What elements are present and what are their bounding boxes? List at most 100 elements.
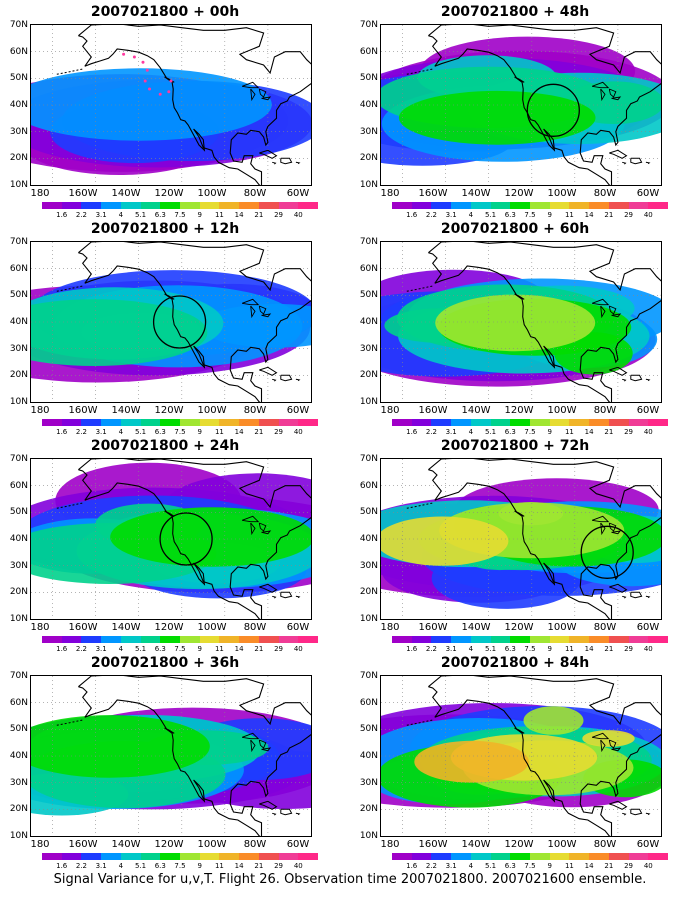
lon-tick-label: 180 <box>30 405 50 416</box>
colorbar-label: 11 <box>564 862 574 870</box>
colorbar-swatch <box>61 202 82 209</box>
colorbar-label: 6.3 <box>154 211 166 219</box>
colorbar-label: 29 <box>274 645 284 653</box>
lon-tick-label: 160W <box>418 188 448 199</box>
lon-tick-label: 120W <box>154 622 184 633</box>
colorbar <box>392 853 669 860</box>
colorbar-swatch <box>258 853 279 860</box>
colorbar-swatch <box>278 636 299 643</box>
colorbar-swatch <box>490 636 511 643</box>
colorbar-label: 21 <box>254 428 264 436</box>
colorbar-swatch <box>219 636 240 643</box>
lake-outline <box>591 81 610 89</box>
variance-field <box>381 269 661 387</box>
lon-tick-label: 80W <box>243 622 267 633</box>
colorbar-swatch <box>101 202 121 209</box>
colorbar-swatch <box>628 202 649 209</box>
lake-outline <box>258 88 267 98</box>
lake-outline <box>261 530 272 535</box>
flight-track-dot <box>122 52 126 56</box>
colorbar-swatch <box>81 636 102 643</box>
colorbar-swatch <box>569 636 590 643</box>
colorbar-label: 3.1 <box>95 862 107 870</box>
lon-tick-label: 120W <box>504 622 534 633</box>
lat-tick-label: 40N <box>359 751 378 761</box>
colorbar-label: 4 <box>468 645 474 653</box>
lon-tick-label: 100W <box>197 188 227 199</box>
lon-tick-label: 180 <box>380 622 400 633</box>
colorbar-swatch <box>199 853 220 860</box>
lon-tick-label: 60W <box>286 405 310 416</box>
colorbar-swatch <box>101 853 121 860</box>
colorbar-swatch <box>258 636 279 643</box>
flight-track-dot <box>167 90 171 94</box>
lon-tick-label: 100W <box>547 839 577 850</box>
colorbar-swatch <box>549 419 570 426</box>
colorbar-label: 14 <box>584 862 594 870</box>
colorbar-label: 7.5 <box>524 645 536 653</box>
colorbar-swatch <box>101 419 121 426</box>
colorbar-label: 11 <box>564 645 574 653</box>
lon-tick-label: 60W <box>286 839 310 850</box>
lat-tick-label: 20N <box>359 804 378 815</box>
colorbar-swatch <box>490 202 511 209</box>
colorbar-swatch <box>199 636 220 643</box>
lake-outline <box>261 96 272 101</box>
colorbar-swatch <box>510 202 531 209</box>
colorbar-swatch <box>278 419 299 426</box>
coastline <box>434 48 611 185</box>
lat-tick-label: 50N <box>359 290 378 301</box>
forecast-panel: 2007021800 + 84h 70N 60N 50N 40N 30N 20N 10N 180… <box>350 655 680 870</box>
colorbar-label: 14 <box>234 211 244 219</box>
island-outline <box>630 808 643 816</box>
colorbar-label: 40 <box>643 211 653 219</box>
colorbar-swatch <box>392 853 412 860</box>
colorbar-swatch <box>81 853 102 860</box>
colorbar <box>42 202 319 209</box>
colorbar-label: 5.1 <box>484 428 497 436</box>
colorbar-label: 5.1 <box>134 428 147 436</box>
colorbar-swatch <box>42 419 62 426</box>
island-outline <box>259 583 278 593</box>
lat-tick-label: 50N <box>9 73 28 84</box>
colorbar-swatch <box>510 419 531 426</box>
lat-tick-label: 70N <box>9 454 28 464</box>
colorbar-swatch <box>648 636 669 643</box>
lon-tick-label: 80W <box>593 188 617 199</box>
colorbar-label: 9 <box>547 428 552 436</box>
colorbar-swatch <box>589 202 609 209</box>
colorbar <box>42 636 319 643</box>
lat-tick-label: 40N <box>359 534 378 544</box>
lat-tick-label: 60N <box>359 697 378 708</box>
colorbar-swatch <box>431 419 452 426</box>
colorbar-swatch <box>411 853 432 860</box>
colorbar-label: 1.6 <box>56 211 68 219</box>
colorbar-label: 14 <box>234 645 244 653</box>
coastline <box>84 699 261 836</box>
colorbar-swatch <box>510 853 531 860</box>
panel-title: 2007021800 + 60h <box>440 221 590 237</box>
coastline <box>428 686 442 718</box>
island-outline <box>630 374 643 382</box>
lat-tick-label: 10N <box>359 397 378 407</box>
island-outline <box>630 157 643 165</box>
colorbar-swatch <box>140 202 161 209</box>
lon-tick-label: 180 <box>30 188 50 199</box>
island-outline <box>645 378 651 382</box>
lon-tick-label: 160W <box>418 839 448 850</box>
colorbar-label: 1.6 <box>406 428 418 436</box>
lon-tick-label: 80W <box>243 839 267 850</box>
colorbar-swatch <box>199 202 220 209</box>
colorbar-label: 21 <box>604 862 614 870</box>
target-region-circle <box>159 512 213 566</box>
forecast-panel: 2007021800 + 60h 70N 60N 50N 40N 30N 20N 10N 180… <box>350 221 680 436</box>
colorbar-swatch <box>120 853 141 860</box>
colorbar-swatch <box>239 853 259 860</box>
colorbar-swatch <box>258 419 279 426</box>
lake-outline <box>241 81 260 89</box>
colorbar-label: 29 <box>624 211 634 219</box>
lon-tick-label: 120W <box>154 839 184 850</box>
lat-tick-label: 40N <box>9 751 28 761</box>
island-outline <box>609 366 628 376</box>
flight-track-dot <box>143 79 147 83</box>
